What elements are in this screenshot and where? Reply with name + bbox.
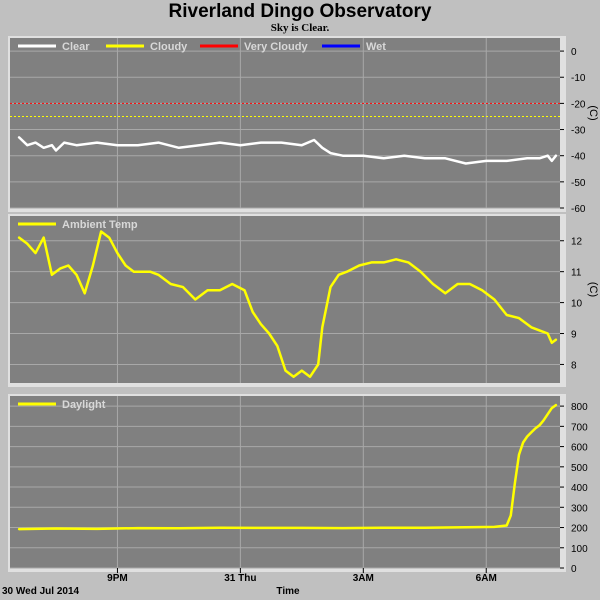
chart-subtitle: Sky is Clear. <box>270 22 330 34</box>
y-tick-label: -40 <box>571 152 586 163</box>
y-tick-label: 300 <box>571 503 588 514</box>
legend-label: Very Cloudy <box>244 41 308 53</box>
x-tick-label: 3AM <box>353 573 374 584</box>
y-tick-label: 8 <box>571 360 577 371</box>
x-axis-date-label: 30 Wed Jul 2014 <box>2 586 80 597</box>
y-tick-label: 100 <box>571 544 588 555</box>
y-tick-label: 0 <box>571 564 577 575</box>
x-tick-label: 9PM <box>107 573 128 584</box>
y-tick-label: 12 <box>571 237 583 248</box>
panels-layer: 0 -10 -20 -30 -40 -50 -60 (C) Clear Cloudy Very Cl… <box>8 36 599 575</box>
y-tick-label: 0 <box>571 47 577 58</box>
y-tick-label: 9 <box>571 330 577 341</box>
y-tick-label: 600 <box>571 443 588 454</box>
x-tick-label: 6AM <box>476 573 497 584</box>
y-tick-label: -30 <box>571 126 586 137</box>
series-line <box>17 230 558 379</box>
y-tick-label: 500 <box>571 463 588 474</box>
legend-label: Clear <box>62 41 90 53</box>
y-axis-unit: (C) <box>587 282 599 297</box>
panel-2: 12 11 10 9 8 (C) Ambient Temp <box>8 214 599 387</box>
y-tick-label: 10 <box>571 299 583 310</box>
legend-label: Wet <box>366 41 386 53</box>
y-tick-label: 200 <box>571 524 588 535</box>
x-tick-label: 31 Thu <box>224 573 256 584</box>
y-tick-label: -50 <box>571 178 586 189</box>
y-tick-label: -20 <box>571 99 586 110</box>
x-axis-title: Time <box>276 586 300 597</box>
series-line <box>17 136 558 165</box>
y-tick-label: -60 <box>571 204 586 215</box>
panel-3: 800 700 600 500 400 300 200 100 0 Daylight <box>8 394 588 575</box>
panel-background <box>10 216 560 383</box>
y-tick-label: 800 <box>571 402 588 413</box>
y-tick-label: 11 <box>571 268 582 279</box>
y-axis-unit: (C) <box>587 105 599 120</box>
panel-1: 0 -10 -20 -30 -40 -50 -60 (C) Clear Cloudy Very Cl… <box>8 36 599 215</box>
panel-background <box>10 38 560 208</box>
y-tick-label: 700 <box>571 422 588 433</box>
legend-label: Daylight <box>62 399 106 411</box>
panel-background <box>10 396 560 568</box>
x-axis: 30 Wed Jul 2014 Time 9PM 31 Thu 3AM 6AM <box>2 568 497 597</box>
series-line <box>17 403 558 531</box>
y-tick-label: -10 <box>571 73 586 84</box>
y-tick-label: 400 <box>571 483 588 494</box>
legend-label: Ambient Temp <box>62 219 138 231</box>
chart-title: Riverland Dingo Observatory <box>168 1 432 22</box>
legend-label: Cloudy <box>150 41 188 53</box>
